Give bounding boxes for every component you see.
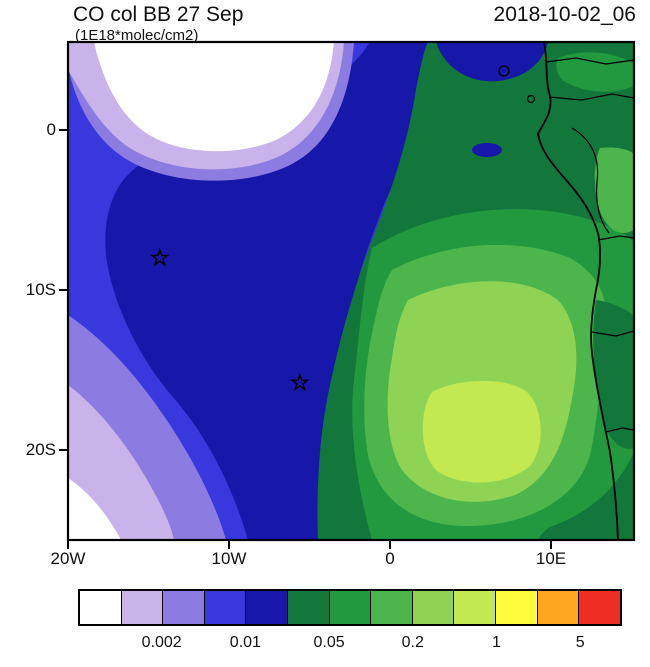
contour-field xyxy=(68,42,634,540)
lon-tick-label: 0 xyxy=(385,549,395,568)
island-outline xyxy=(526,94,536,104)
lon-tick-label: 20W xyxy=(50,549,86,568)
colorbar-tick-label: 0.002 xyxy=(141,634,182,651)
colorbar-cell xyxy=(246,591,289,624)
coastline xyxy=(537,42,619,540)
lon-tick-label: 10W xyxy=(211,549,247,568)
colorbar-tick-label: 0.01 xyxy=(229,634,261,651)
colorbar-cell xyxy=(496,591,538,624)
island-outline xyxy=(498,65,510,77)
contour-region xyxy=(593,300,634,449)
timestamp-label: 2018-10-02_06 xyxy=(493,3,636,26)
colorbar-tick-label: 0.2 xyxy=(401,634,424,651)
country-border xyxy=(597,235,634,241)
country-borders xyxy=(545,57,634,433)
colorbar-tick-label: 0.05 xyxy=(313,634,345,651)
fire-location-star xyxy=(150,247,170,267)
units-label: (1E18*molec/cm2) xyxy=(75,27,199,44)
country-border xyxy=(591,330,634,337)
colorbar xyxy=(78,589,622,626)
page-title: CO col BB 27 Sep xyxy=(73,3,244,26)
country-border xyxy=(605,427,634,433)
contour-region xyxy=(68,478,121,540)
colorbar-cell xyxy=(163,591,205,624)
colorbar-tick-label: 1 xyxy=(492,634,501,651)
colorbar-cell xyxy=(80,591,122,624)
colorbar-cell xyxy=(329,591,372,624)
contour-region xyxy=(68,385,174,540)
colorbar-cell xyxy=(412,591,455,624)
colorbar-cell xyxy=(288,591,330,624)
colorbar-cell xyxy=(537,591,580,624)
marker-layer xyxy=(150,247,310,392)
colorbar-tick-label: 5 xyxy=(575,634,585,651)
lat-tick-label: 0 xyxy=(46,120,56,139)
country-border xyxy=(548,93,634,101)
colorbar-cell xyxy=(371,591,413,624)
lat-tick-label: 10S xyxy=(25,280,56,299)
fire-location-star xyxy=(290,372,310,392)
contour-region xyxy=(594,147,634,233)
axis-ticks xyxy=(59,129,552,549)
contour-region xyxy=(94,42,334,152)
lon-tick-label: 10E xyxy=(535,549,567,568)
contour-region xyxy=(472,143,502,157)
contour-region xyxy=(422,380,541,483)
country-border xyxy=(571,127,610,234)
colorbar-cell xyxy=(121,591,164,624)
colorbar-cell xyxy=(579,591,620,624)
contour-region xyxy=(436,42,548,82)
colorbar-cell xyxy=(204,591,247,624)
lat-tick-label: 20S xyxy=(25,440,56,459)
colorbar-cell xyxy=(454,591,497,624)
contour-region xyxy=(556,52,634,92)
country-border xyxy=(545,57,634,65)
